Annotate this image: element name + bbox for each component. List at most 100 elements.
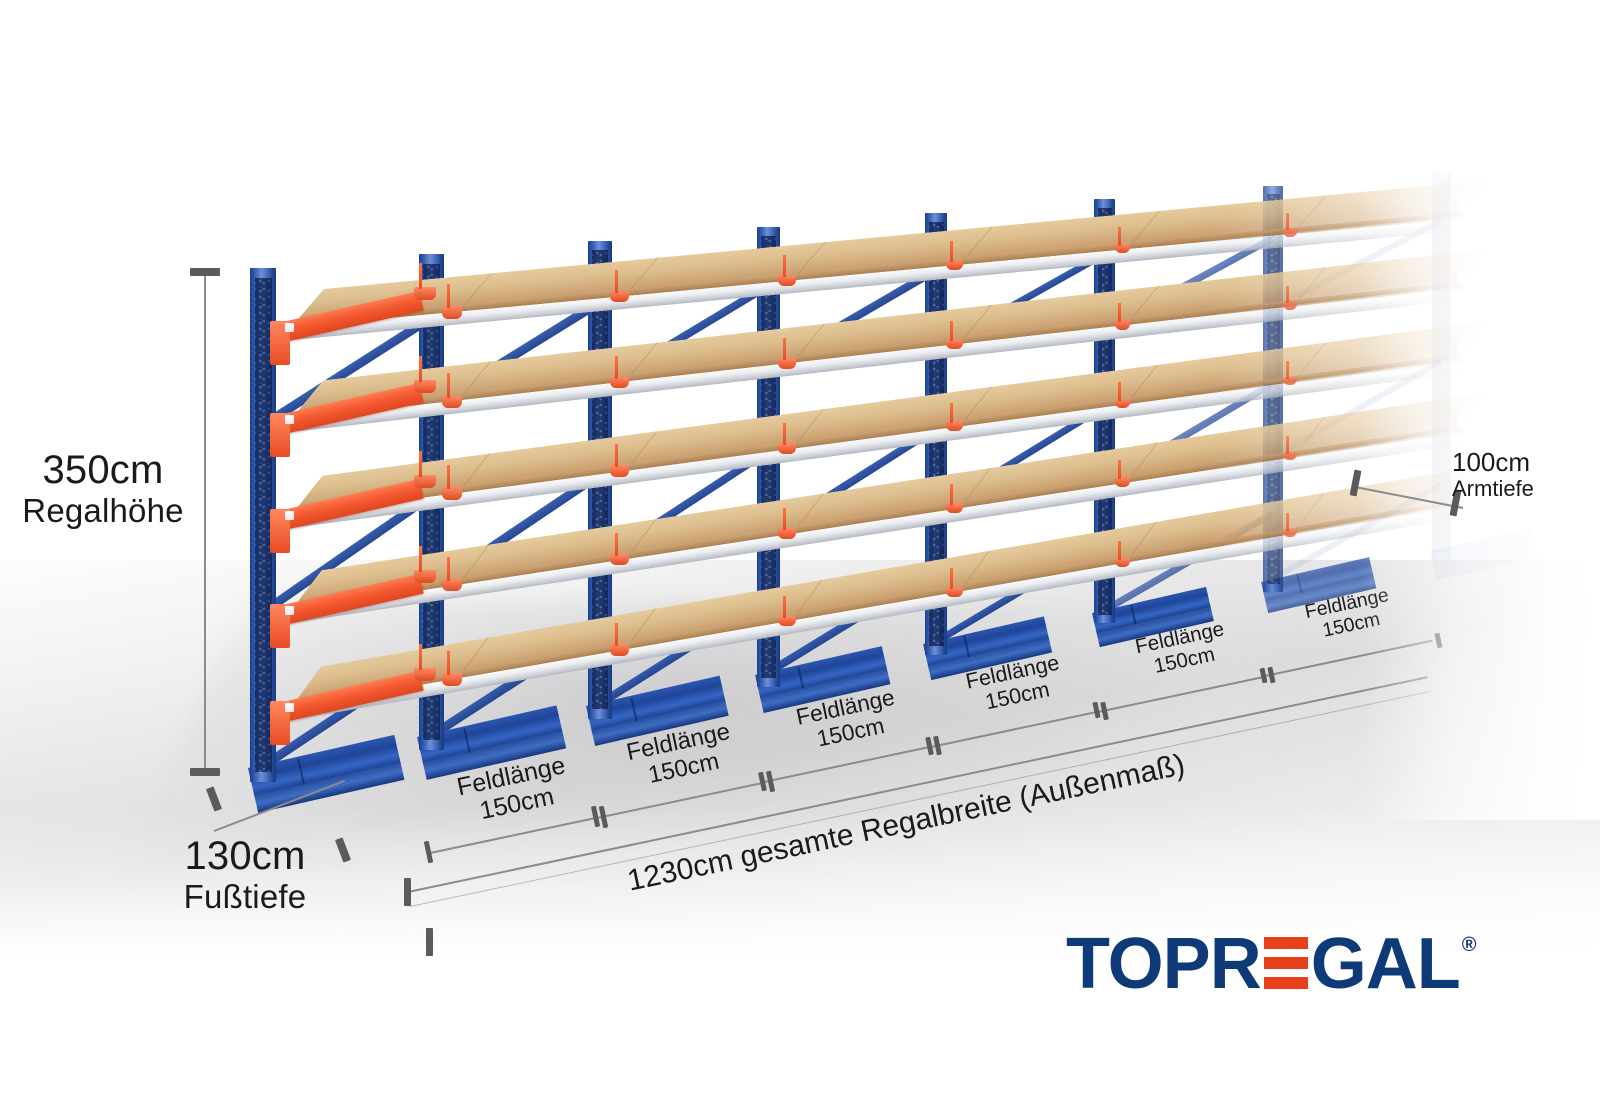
arm-safety-pin (419, 546, 422, 573)
arm-safety-pin (950, 241, 954, 262)
arm-end-stop (413, 379, 436, 393)
arm-end-stop (1114, 557, 1131, 568)
arm-safety-pin (614, 444, 618, 468)
arm-safety-pin (419, 355, 422, 382)
arm-safety-pin (1286, 513, 1290, 531)
arm-safety-pin (1286, 285, 1290, 304)
height-dimension-line (204, 272, 206, 772)
arm-safety-pin (1118, 540, 1122, 560)
arm-safety-pin (1118, 227, 1122, 246)
arm-wall-bracket (270, 413, 290, 458)
arm-end-stop (1282, 301, 1298, 311)
arm-safety-pin (782, 338, 786, 360)
arm-safety-pin (614, 532, 618, 556)
total-width-cap-left (404, 878, 411, 906)
topregal-logo: TOPR GAL ® (1066, 928, 1476, 1000)
arm-end-stop (1451, 282, 1464, 291)
registered-trademark-icon: ® (1461, 934, 1477, 956)
arm-safety-pin (446, 464, 450, 490)
height-value: 350cm (42, 448, 164, 492)
arm-end-stop (441, 395, 463, 408)
arm-safety-pin (782, 508, 786, 531)
logo-e-glyph (1263, 937, 1308, 989)
arm-locking-clip (285, 703, 294, 713)
arm-end-stop (413, 667, 436, 681)
arm-safety-pin (446, 283, 450, 309)
arm-end-stop (946, 339, 964, 350)
arm-safety-pin (614, 355, 618, 379)
foot-depth-value: 130cm (184, 834, 306, 878)
arm-safety-pin (1286, 361, 1290, 379)
arm-safety-pin (950, 402, 954, 423)
arm-end-stop (1282, 376, 1298, 386)
foot-depth-label: 130cm Fußtiefe (130, 834, 360, 916)
arm-depth-value: 100cm (1452, 447, 1531, 477)
arm-safety-pin (1118, 381, 1122, 401)
arm-end-stop (609, 290, 630, 303)
arm-end-stop (1114, 477, 1131, 487)
arm-safety-pin (446, 650, 450, 676)
arm-end-stop (413, 287, 436, 301)
arm-locking-clip (285, 510, 294, 520)
arm-end-stop (441, 673, 463, 686)
arm-end-stop (413, 474, 436, 488)
foot-depth-caption: Fußtiefe (183, 877, 307, 915)
arm-safety-pin (446, 373, 450, 398)
arm-safety-pin (1118, 303, 1122, 323)
arm-wall-bracket (270, 320, 290, 365)
arm-safety-pin (446, 556, 450, 582)
arm-end-stop (441, 306, 463, 319)
arm-end-stop (778, 357, 797, 369)
arm-end-stop (946, 259, 964, 270)
height-dimension-cap-bottom (190, 768, 220, 776)
arm-end-stop (441, 579, 463, 592)
arm-end-stop (609, 376, 630, 389)
arm-wall-bracket (270, 701, 290, 746)
arm-safety-pin (950, 484, 954, 505)
height-dimension-label: 350cm Regalhöhe (18, 448, 188, 530)
arm-end-stop (609, 465, 630, 477)
arm-safety-pin (614, 623, 618, 647)
total-width-cap-left-2 (426, 928, 433, 956)
arm-end-stop (778, 275, 797, 286)
arm-depth-caption: Armtiefe (1452, 476, 1534, 502)
arm-wall-bracket (270, 508, 290, 553)
arm-safety-pin (950, 320, 954, 342)
arm-locking-clip (285, 605, 294, 615)
arm-end-stop (413, 570, 436, 584)
arm-end-stop (1282, 451, 1298, 461)
arm-end-stop (946, 420, 964, 432)
arm-safety-pin (419, 643, 422, 670)
height-caption: Regalhöhe (22, 491, 184, 529)
arm-safety-pin (1454, 340, 1457, 357)
arm-safety-pin (1454, 412, 1457, 429)
arm-safety-pin (1118, 460, 1122, 480)
arm-safety-pin (1286, 212, 1290, 231)
arm-depth-label: 100cm Armtiefe (1452, 447, 1592, 502)
arm-end-stop (609, 644, 630, 657)
logo-text-part2: GAL (1310, 924, 1461, 1004)
arm-locking-clip (285, 415, 294, 425)
arm-end-stop (441, 487, 463, 500)
arm-end-stop (778, 443, 797, 454)
arm-safety-pin (419, 450, 422, 477)
arm-safety-pin (1454, 268, 1457, 285)
arm-safety-pin (419, 263, 422, 290)
arm-end-stop (1114, 398, 1131, 409)
arm-end-stop (1114, 320, 1131, 330)
arm-safety-pin (950, 568, 954, 589)
arm-safety-pin (782, 423, 786, 446)
arm-end-stop (1282, 528, 1298, 538)
arm-end-stop (946, 586, 964, 597)
arm-locking-clip (285, 322, 294, 332)
arm-end-stop (946, 502, 964, 513)
arm-wall-bracket (270, 603, 290, 648)
arm-end-stop (1114, 243, 1131, 254)
arm-end-stop (609, 553, 630, 566)
arm-safety-pin (782, 595, 786, 618)
arm-safety-pin (614, 269, 618, 293)
arm-safety-pin (1286, 436, 1290, 454)
arm-safety-pin (782, 255, 786, 278)
